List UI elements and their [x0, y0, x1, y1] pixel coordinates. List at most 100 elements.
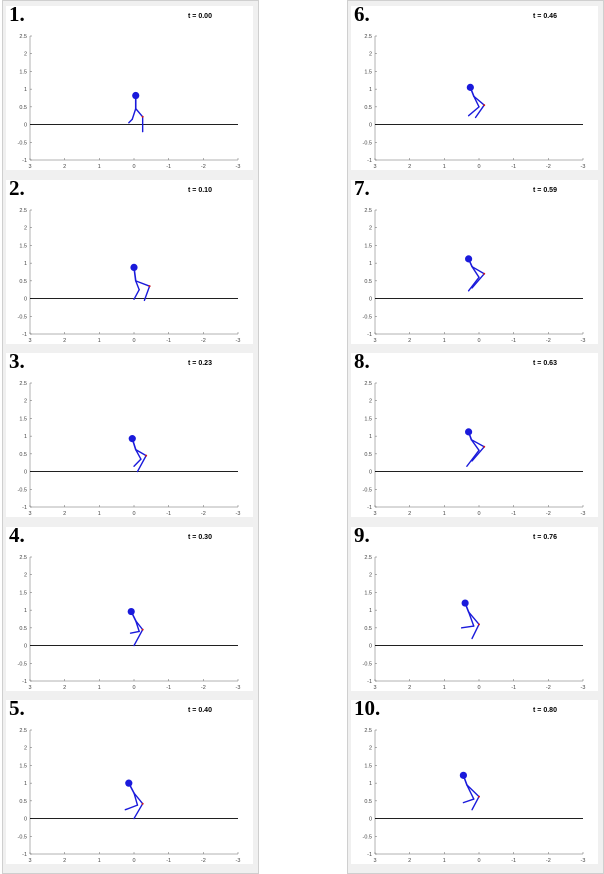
plot-background: [351, 353, 598, 517]
x-tick-label: -1: [511, 858, 516, 864]
y-tick-label: 0.5: [364, 105, 372, 111]
x-tick-label: 1: [443, 858, 446, 864]
x-tick-label: 2: [63, 511, 66, 517]
x-tick-label: 2: [408, 511, 411, 517]
y-tick-label: -1: [367, 332, 372, 338]
stick-figure-chart: -1 -0.5 0 0.5 1 1.5 2 2.5 3 2 1 0 -1 -2 -3 t = 0.00: [6, 6, 253, 170]
y-tick-label: 1: [369, 781, 372, 787]
knee-joint: [478, 795, 480, 798]
y-tick-label: 0.5: [19, 625, 27, 631]
y-tick-label: 2.5: [364, 208, 372, 214]
y-tick-label: 2.5: [364, 555, 372, 561]
frame-number: 8.: [354, 349, 370, 373]
frame-panel: -1 -0.5 0 0.5 1 1.5 2 2.5 3 2 1 0 -1 -2 -3 t = 0.23 3.: [2, 349, 257, 521]
frame-panel: -1 -0.5 0 0.5 1 1.5 2 2.5 3 2 1 0 -1 -2 -3 t = 0.00 1.: [2, 2, 257, 174]
y-tick-label: 2: [369, 746, 372, 752]
y-tick-label: 0.5: [19, 105, 27, 111]
x-tick-label: 2: [408, 164, 411, 170]
back-thigh-segment: [467, 610, 475, 627]
time-label: t = 0.10: [188, 187, 212, 194]
plot-background: [351, 6, 598, 170]
y-tick-label: 2.5: [19, 208, 27, 214]
back-shin-segment: [133, 288, 140, 300]
y-tick-label: 1.5: [364, 590, 372, 596]
x-tick-label: -1: [166, 338, 171, 344]
frame-panel: -1 -0.5 0 0.5 1 1.5 2 2.5 3 2 1 0 -1 -2 -3 t = 0.76 9.: [347, 523, 602, 695]
x-tick-label: -2: [201, 858, 206, 864]
plot-background: [351, 179, 598, 344]
x-tick-label: 3: [373, 164, 376, 170]
x-tick-label: -1: [511, 685, 516, 691]
frame-number: 1.: [9, 2, 25, 26]
stick-figure-chart: -1 -0.5 0 0.5 1 1.5 2 2.5 3 2 1 0 -1 -2 -3 t = 0.63: [351, 353, 598, 517]
x-tick-label: 2: [63, 164, 66, 170]
time-label: t = 0.00: [188, 13, 212, 20]
back-thigh-segment: [135, 448, 142, 460]
front-thigh-segment: [133, 792, 144, 805]
x-tick-label: 2: [63, 685, 66, 691]
y-tick-label: 1: [24, 781, 27, 787]
x-tick-label: 3: [373, 858, 376, 864]
back-shin-segment: [124, 804, 139, 811]
y-tick-label: -0.5: [18, 661, 27, 667]
stick-figure-chart: -1 -0.5 0 0.5 1 1.5 2 2.5 3 2 1 0 -1 -2 -3 t = 0.76: [351, 526, 598, 691]
y-tick-label: 1: [24, 434, 27, 440]
head-point: [130, 263, 138, 271]
x-tick-label: 3: [28, 338, 31, 344]
y-tick-label: -1: [22, 679, 27, 685]
back-thigh-segment: [473, 95, 480, 108]
plot-background: [6, 6, 253, 170]
stick-figure-chart: -1 -0.5 0 0.5 1 1.5 2 2.5 3 2 1 0 -1 -2 -3 t = 0.10: [6, 179, 253, 344]
y-tick-label: 0: [369, 123, 372, 129]
y-tick-label: 0.5: [19, 452, 27, 458]
front-shin-segment: [471, 795, 480, 811]
y-tick-label: 1.5: [19, 69, 27, 75]
front-shin-segment: [471, 446, 485, 462]
y-tick-label: 1: [369, 87, 372, 93]
x-tick-label: -3: [581, 858, 586, 864]
time-label: t = 0.76: [533, 534, 557, 541]
y-tick-label: 2.5: [364, 381, 372, 387]
back-shin-segment: [467, 106, 480, 117]
y-tick-label: 0: [369, 296, 372, 302]
time-label: t = 0.30: [188, 534, 212, 541]
x-tick-label: 3: [28, 164, 31, 170]
y-tick-label: 2.5: [19, 34, 27, 40]
x-tick-label: 1: [98, 858, 101, 864]
time-label: t = 0.46: [533, 13, 557, 20]
y-tick-label: 1.5: [19, 416, 27, 422]
x-tick-label: 1: [443, 164, 446, 170]
knee-joint: [483, 445, 486, 448]
y-tick-label: 2: [24, 52, 27, 58]
y-tick-label: 0.5: [364, 625, 372, 631]
knee-joint: [483, 104, 486, 107]
knee-joint: [141, 802, 144, 805]
x-tick-label: 2: [63, 858, 66, 864]
back-thigh-segment: [466, 784, 475, 800]
x-tick-label: 1: [98, 338, 101, 344]
x-tick-label: -3: [581, 511, 586, 517]
y-tick-label: -1: [22, 852, 27, 858]
front-thigh-segment: [135, 107, 144, 118]
frame-panel: -1 -0.5 0 0.5 1 1.5 2 2.5 3 2 1 0 -1 -2 -3 t = 0.46 6.: [347, 2, 602, 174]
y-tick-label: -0.5: [363, 140, 372, 146]
y-tick-label: 0.5: [364, 452, 372, 458]
x-tick-label: -3: [236, 858, 241, 864]
x-tick-label: 1: [98, 685, 101, 691]
front-shin-segment: [471, 272, 485, 289]
x-tick-label: 1: [443, 338, 446, 344]
x-tick-label: -2: [546, 511, 551, 517]
front-thigh-segment: [466, 784, 480, 798]
back-shin-segment: [133, 458, 142, 467]
y-tick-label: -1: [22, 158, 27, 164]
x-tick-label: 1: [98, 511, 101, 517]
x-tick-label: 3: [373, 338, 376, 344]
y-tick-label: 0.5: [19, 799, 27, 805]
frame-panel: -1 -0.5 0 0.5 1 1.5 2 2.5 3 2 1 0 -1 -2 -3 t = 0.10 2.: [2, 176, 257, 348]
x-tick-label: 1: [443, 511, 446, 517]
head-point: [132, 91, 140, 100]
y-tick-label: 2.5: [364, 728, 372, 734]
x-tick-label: -2: [546, 164, 551, 170]
front-shin-segment: [474, 104, 485, 119]
y-tick-label: 1: [369, 608, 372, 614]
